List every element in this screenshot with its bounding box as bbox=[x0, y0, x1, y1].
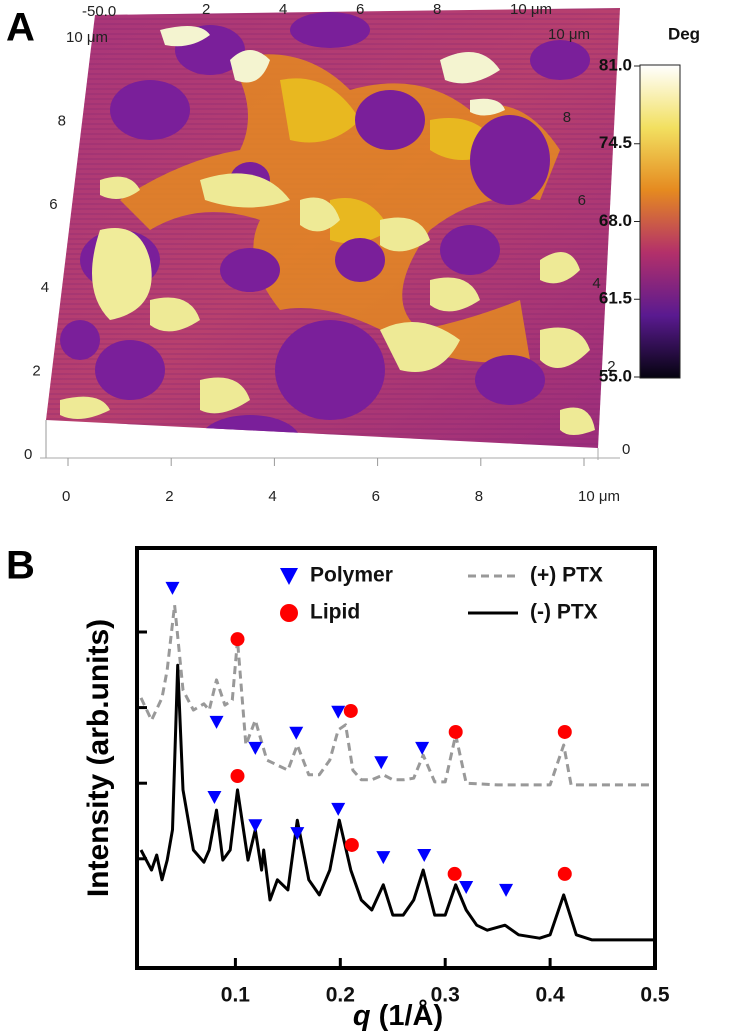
y2-tick-label: 0 bbox=[622, 441, 630, 458]
y-tick-label: 10 μm bbox=[66, 29, 108, 46]
x-axis-symbol: q bbox=[353, 1000, 371, 1031]
polymer-marker bbox=[417, 849, 432, 863]
y2-tick-label: 4 bbox=[592, 275, 600, 292]
lipid-marker bbox=[557, 724, 572, 739]
polymer-marker bbox=[459, 880, 474, 894]
y-tick-label: 6 bbox=[49, 196, 57, 213]
line-series bbox=[139, 603, 655, 787]
colorbar bbox=[639, 64, 681, 379]
lipid-marker bbox=[447, 866, 462, 881]
y2-tick-label: 2 bbox=[607, 358, 615, 375]
line-series bbox=[139, 663, 655, 942]
legend-label: Lipid bbox=[310, 601, 360, 624]
x-tick-label: 4 bbox=[268, 488, 276, 505]
polymer-marker bbox=[290, 827, 305, 841]
legend-marker bbox=[280, 604, 298, 622]
x-tick-label: 0.3 bbox=[431, 984, 460, 1007]
colorbar-tick-label: 68.0 bbox=[599, 211, 632, 230]
colorbar-tick-label: 74.5 bbox=[599, 133, 632, 152]
lipid-marker bbox=[557, 866, 572, 881]
polymer-marker bbox=[374, 756, 389, 770]
polymer-marker bbox=[209, 715, 224, 729]
legend-label: (+) PTX bbox=[530, 564, 603, 587]
colorbar-tick-label: 55.0 bbox=[599, 366, 632, 385]
x-tick-label: 6 bbox=[372, 488, 380, 505]
lipid-marker bbox=[230, 769, 245, 784]
x-axis-unit: (1/Å) bbox=[379, 999, 443, 1031]
top-tick-label: 2 bbox=[202, 1, 210, 18]
x-axis-label: q (1/Å) bbox=[353, 999, 443, 1031]
polymer-marker bbox=[331, 705, 346, 719]
y-tick-label: 8 bbox=[58, 112, 66, 129]
y2-tick-label: 6 bbox=[578, 192, 586, 209]
polymer-marker bbox=[165, 581, 180, 595]
x-tick-label: 0 bbox=[62, 488, 70, 505]
z-label: -50.0 bbox=[82, 3, 116, 20]
panel-label: A bbox=[6, 6, 35, 50]
lipid-marker bbox=[343, 703, 358, 718]
legend-label: (-) PTX bbox=[530, 601, 598, 624]
polymer-marker bbox=[331, 802, 346, 816]
lipid-marker bbox=[344, 837, 359, 852]
top-tick-label: 10 μm bbox=[510, 1, 552, 18]
y-axis-label: Intensity (arb.units) bbox=[82, 619, 115, 897]
y2-tick-label: 8 bbox=[563, 109, 571, 126]
polymer-marker bbox=[499, 883, 514, 897]
legend-marker bbox=[280, 568, 298, 585]
top-tick-label: 8 bbox=[433, 1, 441, 18]
lipid-marker bbox=[448, 724, 463, 739]
legend-label: Polymer bbox=[310, 564, 393, 587]
y2-tick-label: 10 μm bbox=[548, 26, 590, 43]
lipid-marker bbox=[230, 632, 245, 647]
colorbar-title: Deg bbox=[668, 24, 700, 43]
polymer-marker bbox=[376, 851, 391, 865]
plot-frame bbox=[135, 546, 657, 970]
polymer-marker bbox=[207, 791, 222, 805]
polymer-marker bbox=[248, 741, 263, 755]
x-tick-label: 0.5 bbox=[640, 984, 670, 1007]
y-tick-label: 0 bbox=[24, 446, 32, 463]
x-tick-label: 0.4 bbox=[536, 984, 566, 1007]
x-axis-space bbox=[371, 1000, 379, 1031]
colorbar-tick-label: 61.5 bbox=[599, 289, 632, 308]
x-tick-label: 10 μm bbox=[578, 488, 620, 505]
colorbar-tick-label: 81.0 bbox=[599, 55, 632, 74]
panel-label: B bbox=[6, 544, 35, 588]
chart-b: 0.1 0.2 0.3 0.4 0.5 q (1/Å) Intensity (arb.uni… bbox=[82, 546, 670, 1031]
y-tick-label: 2 bbox=[32, 363, 40, 380]
polymer-marker bbox=[248, 819, 263, 833]
x-tick-label: 0.1 bbox=[221, 984, 251, 1007]
x-tick-label: 2 bbox=[165, 488, 173, 505]
top-tick-label: 6 bbox=[356, 1, 364, 18]
afm-axes: 0 2 2 4 4 6 6 8 8 10 μm 10 μm 0 0 2 2 4 4 6 6 8 8 10 μm 10 μm 8… bbox=[24, 1, 640, 505]
afm-surface bbox=[40, 8, 620, 460]
top-tick-label: 4 bbox=[279, 1, 287, 18]
x-tick-label: 0.2 bbox=[326, 984, 355, 1007]
polymer-marker bbox=[415, 741, 430, 755]
x-tick-label: 8 bbox=[475, 488, 483, 505]
y-tick-label: 4 bbox=[41, 279, 49, 296]
polymer-marker bbox=[289, 726, 304, 740]
